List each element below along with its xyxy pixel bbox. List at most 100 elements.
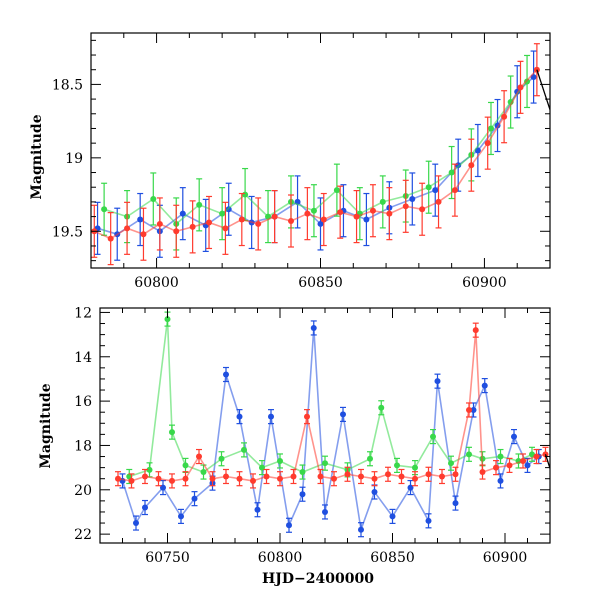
top-series-2 (91, 43, 540, 266)
bottom-data-point (178, 513, 184, 520)
bottom-xlabel: HJD−2400000 (262, 571, 374, 587)
bottom-series-2 (115, 322, 549, 489)
bottom-data-point (371, 475, 378, 482)
top-data-point (369, 207, 376, 214)
bottom-data-point (218, 455, 225, 462)
bottom-data-point (146, 466, 153, 473)
bottom-data-point (277, 475, 283, 482)
top-data-point (137, 216, 144, 223)
bottom-data-point (358, 473, 364, 480)
bottom-xtick-label: 60750 (145, 550, 190, 566)
bottom-data-point (126, 473, 133, 480)
top-data-point (353, 213, 360, 220)
bottom-data-point (322, 508, 328, 515)
bottom-series-2-line (117, 330, 546, 482)
top-data-point (287, 218, 294, 224)
bottom-data-point (254, 506, 261, 513)
top-data-point (189, 223, 196, 230)
bottom-data-point (425, 471, 432, 478)
bottom-ytick-label: 12 (74, 305, 92, 321)
bottom-xtick-label: 60850 (370, 550, 415, 566)
top-marks (91, 43, 550, 266)
top-data-point (179, 210, 186, 217)
bottom-data-point (497, 453, 504, 460)
bottom-data-point (128, 477, 135, 484)
bottom-data-point (236, 475, 243, 482)
bottom-ytick-label: 14 (74, 350, 92, 366)
bottom-ytick-label: 22 (74, 527, 92, 543)
top-data-point (363, 216, 370, 223)
top-xtick-label: 60800 (134, 275, 179, 291)
top-data-point (222, 225, 229, 232)
top-data-point (196, 201, 203, 208)
top-data-point (435, 198, 442, 205)
bottom-data-point (412, 464, 418, 471)
top-data-point (409, 195, 416, 202)
bottom-data-point (367, 455, 373, 462)
top-series-1-line (103, 81, 528, 226)
bottom-data-point (470, 406, 477, 413)
top-data-point (150, 195, 157, 202)
bottom-data-point (493, 464, 499, 471)
bottom-data-point (378, 404, 385, 411)
bottom-data-point (223, 371, 229, 378)
top-data-point (124, 225, 131, 232)
bottom-xtick-label: 60800 (258, 550, 303, 566)
bottom-data-point (412, 475, 418, 482)
bottom-data-point (286, 522, 292, 529)
bottom-data-point (430, 433, 436, 440)
bottom-data-point (448, 460, 454, 467)
bottom-data-point (434, 378, 441, 385)
top-data-point (317, 220, 324, 227)
top-data-point (468, 162, 475, 169)
bottom-data-point (277, 457, 283, 464)
top-data-point (255, 220, 262, 227)
top-data-point (242, 191, 249, 198)
top-ytick-label: 19 (65, 151, 83, 167)
top-data-point (304, 210, 311, 217)
bottom-data-point (506, 462, 513, 469)
bottom-panel: 60750 60800 60850 60900 12 14 16 18 20 22 (74, 305, 551, 566)
top-data-point (337, 209, 344, 216)
bottom-data-point (196, 453, 202, 460)
top-data-point (448, 169, 455, 176)
bottom-data-point (511, 433, 517, 440)
bottom-data-point (200, 469, 207, 476)
bottom-data-point (164, 316, 171, 323)
bottom-data-point (182, 475, 189, 482)
bottom-data-point (520, 457, 526, 464)
bottom-series-1 (126, 311, 535, 485)
bottom-data-point (169, 429, 175, 436)
top-data-point (219, 210, 226, 217)
bottom-data-point (481, 382, 488, 389)
top-data-point (156, 220, 163, 227)
bottom-data-point (317, 473, 324, 480)
top-series-1 (101, 54, 531, 251)
bottom-data-point (268, 413, 274, 420)
bottom-ylabel: Magnitude (38, 383, 54, 468)
bottom-data-point (142, 473, 148, 480)
bottom-data-point (263, 473, 270, 480)
bottom-data-point (182, 462, 189, 469)
bottom-data-point (533, 453, 540, 460)
bottom-data-point (331, 475, 337, 482)
bottom-data-point (223, 473, 229, 480)
bottom-data-point (466, 406, 472, 413)
top-data-point (310, 207, 317, 214)
top-data-point (101, 206, 108, 213)
top-data-point (206, 219, 213, 226)
top-series-2-line (93, 69, 538, 240)
bottom-data-point (466, 451, 472, 458)
top-data-point (320, 216, 327, 223)
top-data-point (386, 210, 393, 217)
top-xtick-label: 60900 (462, 275, 507, 291)
bottom-data-point (241, 446, 247, 453)
top-ytick-label: 18.5 (52, 77, 83, 93)
bottom-data-point (389, 513, 396, 520)
bottom-data-point (322, 460, 328, 467)
bottom-ytick-label: 20 (74, 483, 92, 499)
top-data-point (517, 84, 524, 91)
top-data-point (333, 187, 340, 194)
bottom-data-point (452, 500, 459, 507)
top-data-point (501, 113, 508, 120)
